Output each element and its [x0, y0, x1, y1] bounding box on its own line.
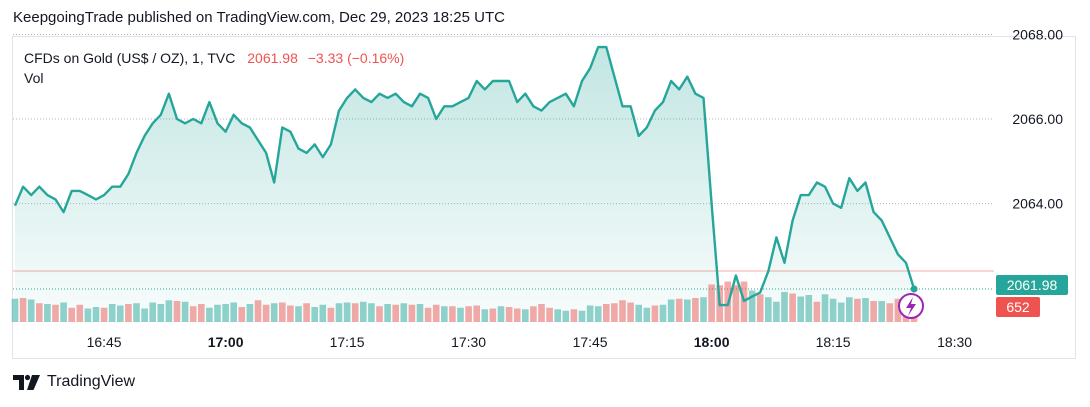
lightning-icon[interactable] [898, 293, 924, 319]
time-tick-label: 17:00 [208, 334, 244, 350]
tradingview-logo-icon [13, 374, 40, 390]
price-tick-label: 2066.00 [1012, 111, 1063, 127]
time-tick-label: 17:15 [330, 334, 365, 350]
chart-legend: CFDs on Gold (US$ / OZ), 1, TVC 2061.98 … [24, 48, 404, 68]
volume-label[interactable]: Vol [24, 70, 44, 86]
time-tick-label: 18:15 [816, 334, 851, 350]
last-price: 2061.98 [247, 50, 298, 66]
time-tick-label: 17:30 [451, 334, 486, 350]
price-badge: 2061.98 [1007, 277, 1058, 293]
price-line [13, 45, 916, 307]
price-area-fill [15, 47, 915, 322]
price-change: −3.33 (−0.16%) [307, 50, 405, 66]
last-price-dot [910, 285, 918, 293]
price-tick-label: 2064.00 [1012, 196, 1063, 212]
time-axis[interactable]: 16:45 17:00 17:15 17:30 17:45 18:00 18:15 18:30 [87, 334, 973, 350]
tradingview-brand[interactable]: TradingView [47, 373, 136, 390]
volume-badge: 652 [1006, 299, 1030, 315]
price-axis[interactable]: 2068.00 2066.00 2064.00 [1012, 26, 1063, 211]
price-badge-bg [996, 275, 1068, 295]
time-tick-label: 18:00 [694, 334, 730, 350]
footer: TradingView [13, 373, 135, 391]
badges: 2061.98 652 [996, 275, 1068, 317]
time-tick-label: 18:30 [937, 334, 972, 350]
price-tick-label: 2068.00 [1012, 26, 1063, 42]
time-tick-label: 17:45 [573, 334, 608, 350]
price-area [13, 45, 918, 322]
publish-info: KeepgoingTrade published on TradingView.… [13, 9, 505, 26]
chart-frame [12, 36, 1076, 359]
time-tick-label: 16:45 [87, 334, 122, 350]
symbol-name[interactable]: CFDs on Gold (US$ / OZ), 1, TVC [24, 50, 236, 66]
volume-badge-bg [996, 297, 1040, 317]
